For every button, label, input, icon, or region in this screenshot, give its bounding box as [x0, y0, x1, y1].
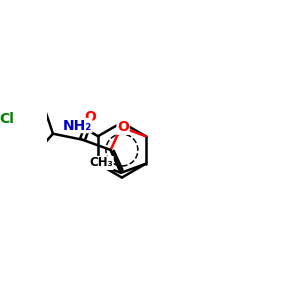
Text: Cl: Cl	[0, 112, 14, 126]
Text: O: O	[117, 120, 129, 134]
Text: O: O	[85, 110, 97, 124]
Text: CH₃: CH₃	[89, 157, 113, 169]
Text: NH₂: NH₂	[62, 118, 92, 133]
